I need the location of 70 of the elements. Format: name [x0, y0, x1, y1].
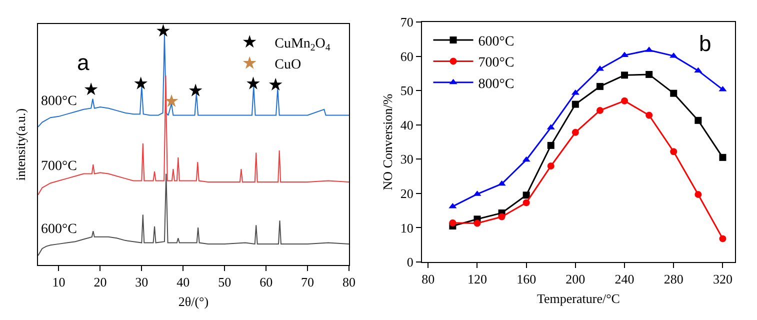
x-tick-label: 30: [135, 274, 148, 290]
point: [547, 142, 554, 149]
point: [670, 52, 678, 58]
x-tick-label: 80: [422, 272, 435, 287]
x-tick-label: 60: [260, 274, 273, 290]
series-label: 600°C: [41, 222, 77, 237]
x-tick-label: 320: [712, 272, 732, 287]
point: [164, 94, 178, 107]
y-tick-label: 70: [400, 14, 414, 30]
point: [571, 89, 580, 95]
point: [268, 78, 282, 90]
legend-label: CuMn$_{2}$O$_{4}$: [274, 36, 330, 54]
y-tick-label: 40: [400, 117, 414, 132]
y-tick-label: 10: [400, 220, 414, 236]
point: [572, 100, 579, 108]
series-label: 800°C: [41, 94, 77, 109]
legend-label: 700°C: [478, 56, 514, 71]
x-tick-label: 200: [566, 272, 586, 287]
y-tick-label: 20: [400, 186, 414, 201]
point: [474, 220, 481, 227]
x-axis-title: Temperature/°C: [537, 291, 620, 306]
point: [156, 24, 170, 37]
y-tick-label: 30: [400, 152, 414, 167]
point: [449, 219, 456, 226]
x-tick-label: 160: [516, 272, 536, 287]
x-tick-label: 240: [614, 272, 634, 287]
point: [621, 97, 628, 104]
x-tick-label: 50: [218, 274, 232, 290]
x-tick-label: 120: [467, 272, 487, 287]
point: [694, 190, 702, 198]
point: [134, 76, 148, 90]
x-axis-title: 2θ/(°): [178, 294, 209, 310]
x-tick-label: 10: [52, 274, 66, 290]
point: [84, 82, 98, 96]
annotation: a: [77, 50, 90, 75]
y-axis-title: NO Conversion/%: [380, 94, 395, 190]
point: [694, 116, 702, 124]
y-tick-label: 60: [400, 48, 414, 64]
point: [646, 112, 653, 119]
y-tick-label: 50: [400, 83, 414, 98]
point: [596, 106, 604, 114]
y-axis-title: intensity(a.u.): [12, 108, 28, 181]
series-label: 700°C: [41, 159, 77, 174]
point: [498, 213, 506, 220]
point: [522, 199, 530, 206]
point: [522, 192, 530, 199]
point: [670, 148, 678, 156]
point: [719, 235, 726, 242]
point: [498, 180, 506, 186]
point: [670, 90, 678, 97]
x-tick-label: 20: [94, 274, 107, 290]
y-tick-label: 0: [406, 254, 414, 270]
point: [719, 154, 726, 161]
legend-label: 800°C: [478, 76, 514, 92]
legend-label: CuO: [274, 58, 302, 73]
point: [522, 156, 530, 162]
point: [448, 202, 457, 208]
x-tick-label: 70: [301, 274, 314, 290]
point: [596, 82, 604, 90]
legend-label: 600°C: [478, 34, 514, 50]
point: [547, 162, 554, 170]
annotation: b: [699, 31, 712, 56]
point: [621, 72, 628, 79]
x-tick-label: 280: [664, 272, 684, 287]
point: [246, 76, 260, 90]
x-tick-label: 40: [176, 274, 190, 290]
point: [646, 70, 653, 78]
x-tick-label: 80: [342, 274, 356, 290]
point: [188, 84, 202, 96]
point: [572, 128, 579, 136]
